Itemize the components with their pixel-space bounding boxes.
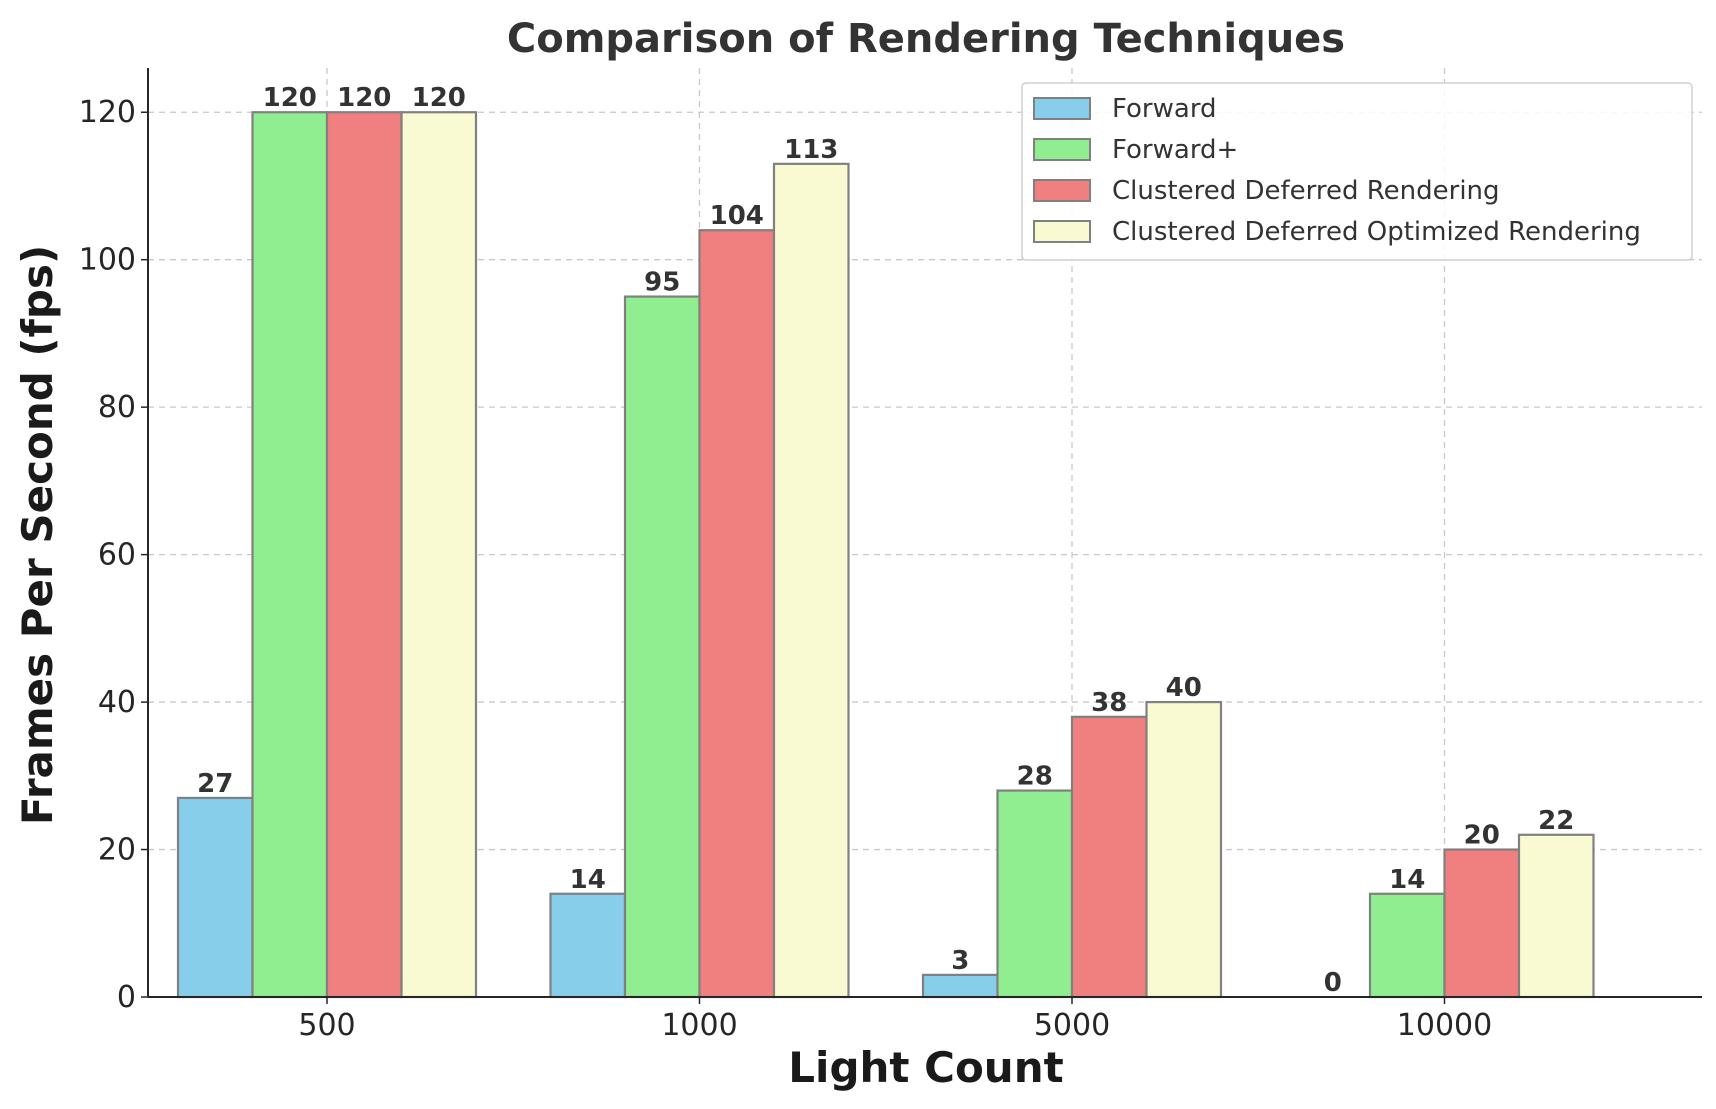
bar xyxy=(251,111,329,999)
bar xyxy=(772,162,850,999)
x-tick-labels: 500 1000 5000 10000 xyxy=(298,997,1492,1043)
data-label: 40 xyxy=(1166,673,1202,703)
data-label: 3 xyxy=(951,946,969,976)
y-tick-labels: 0 20 40 60 80 100 120 xyxy=(79,95,148,1015)
data-label: 14 xyxy=(1389,865,1425,895)
bar xyxy=(176,796,254,999)
data-label: 0 xyxy=(1324,968,1342,998)
bar xyxy=(325,111,403,999)
data-label: 120 xyxy=(412,83,466,113)
bar xyxy=(1443,848,1521,999)
bar xyxy=(1070,715,1148,999)
data-label: 104 xyxy=(710,201,764,231)
axes xyxy=(147,68,1702,998)
y-tick-label: 120 xyxy=(79,95,136,130)
x-tick-label: 1000 xyxy=(661,1008,737,1043)
legend-swatch xyxy=(1033,220,1091,243)
data-label: 27 xyxy=(197,769,233,799)
bar xyxy=(698,229,776,999)
data-label: 38 xyxy=(1091,688,1127,718)
y-tick-label: 0 xyxy=(117,980,136,1015)
data-label: 14 xyxy=(570,865,606,895)
bar xyxy=(400,111,478,999)
data-label: 20 xyxy=(1464,821,1500,851)
legend-swatch xyxy=(1033,97,1091,120)
y-tick-label: 60 xyxy=(98,538,136,573)
bars xyxy=(176,111,1595,999)
legend-box xyxy=(1021,82,1693,261)
y-axis-title: Frames Per Second (fps) xyxy=(13,245,62,825)
x-tick-label: 500 xyxy=(298,1008,355,1043)
chart-title: Comparison of Rendering Techniques xyxy=(507,16,1345,62)
data-labels: 27 14 3 0 120 95 28 14 120 104 38 20 120 113 40 22 xyxy=(197,83,1574,998)
bar xyxy=(921,973,999,999)
y-tick-label: 20 xyxy=(98,833,136,868)
legend-label: Forward xyxy=(1112,94,1217,124)
y-tick-label: 100 xyxy=(79,243,136,278)
y-tick-label: 40 xyxy=(98,685,136,720)
bar xyxy=(623,295,701,999)
bar xyxy=(1517,833,1595,999)
x-tick-label: 5000 xyxy=(1034,1008,1110,1043)
data-label: 120 xyxy=(263,83,317,113)
bar xyxy=(996,789,1074,999)
legend-label: Clustered Deferred Rendering xyxy=(1112,176,1500,206)
bar xyxy=(549,892,627,999)
legend-swatch xyxy=(1033,138,1091,161)
legend: Forward Forward+ Clustered Deferred Render… xyxy=(1021,82,1693,261)
y-tick-label: 80 xyxy=(98,390,136,425)
data-label: 120 xyxy=(337,83,391,113)
legend-label: Forward+ xyxy=(1112,135,1238,165)
legend-label: Clustered Deferred Optimized Rendering xyxy=(1112,217,1641,247)
x-tick-label: 10000 xyxy=(1397,1008,1492,1043)
data-label: 28 xyxy=(1017,762,1053,792)
legend-swatch xyxy=(1033,179,1091,202)
x-axis-title: Light Count xyxy=(788,1043,1063,1092)
data-label: 95 xyxy=(644,268,680,298)
data-label: 22 xyxy=(1538,806,1574,836)
bar xyxy=(1145,700,1223,999)
data-label: 113 xyxy=(784,135,838,165)
bar xyxy=(1368,892,1446,999)
